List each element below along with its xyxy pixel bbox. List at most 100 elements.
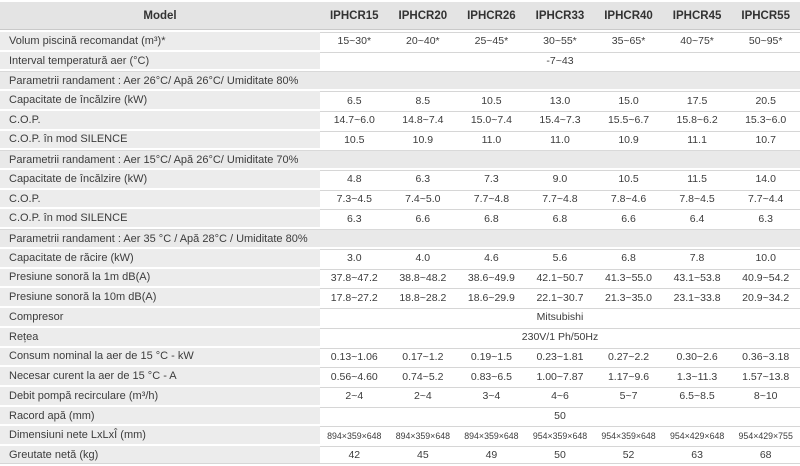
cell-value: 18.6~29.9 (457, 288, 526, 307)
cell-value: 1.3~11.3 (662, 367, 732, 385)
cell-value: 6.8 (457, 209, 526, 228)
row-label: Rețea (0, 327, 320, 346)
cell-value: 6.5~8.5 (662, 386, 732, 405)
row-label: Presiune sonoră la 10m dB(A) (0, 288, 320, 307)
cell-value: 50~95* (731, 32, 800, 50)
cell-value: 0.36~3.18 (731, 347, 800, 366)
cell-value: 4.6 (457, 248, 526, 267)
table-row: Presiune sonoră la 10m dB(A) 17.8~27.2 18.… (0, 288, 800, 307)
cell-value: 17.5 (662, 91, 732, 109)
cell-value: 15.0 (594, 91, 663, 109)
cell-value: 49 (457, 446, 526, 464)
cell-value: 15.0~7.4 (457, 110, 526, 129)
row-label: Greutate netă (kg) (0, 446, 320, 464)
cell-value: 23.1~33.8 (662, 288, 732, 307)
cell-value: 38.8~48.2 (388, 268, 458, 287)
cell-value: 0.74~5.2 (388, 367, 458, 385)
cell-value: 0.83~6.5 (457, 367, 526, 385)
cell-value: 894×359×648 (320, 426, 389, 445)
cell-value: 15.5~6.7 (594, 110, 663, 129)
table-row: Necesar curent la aer de 15 °C - A 0.56~4… (0, 367, 800, 385)
cell-value: 63 (662, 446, 732, 464)
cell-value: 42 (320, 446, 389, 464)
spec-table-body: Volum piscină recomandat (m³)* 15~30* 20~4… (0, 32, 800, 464)
cell-value: 3.0 (320, 248, 389, 267)
column-header-iphcr20: IPHCR20 (388, 2, 458, 30)
cell-value: 45 (388, 446, 458, 464)
cell-value: 4~6 (525, 386, 595, 405)
column-header-iphcr26: IPHCR26 (457, 2, 526, 30)
span-value: 230V/1 Ph/50Hz (320, 327, 800, 346)
cell-value: 8~10 (731, 386, 800, 405)
cell-value: 10.9 (388, 130, 458, 149)
table-row: Capacitate de încălzire (kW) 6.5 8.5 10.5 13… (0, 91, 800, 109)
cell-value: 6.3 (320, 209, 389, 228)
section-header: Parametrii randament : Aer 26°C/ Apă 26°… (0, 71, 800, 90)
table-row: Racord apă (mm) 50 (0, 406, 800, 425)
cell-value: 10.5 (320, 130, 389, 149)
cell-value: 954×359×648 (525, 426, 595, 445)
cell-value: 1.57~13.8 (731, 367, 800, 385)
table-row: Capacitate de încălzire (kW) 4.8 6.3 7.3 9.0… (0, 170, 800, 188)
cell-value: 18.8~28.2 (388, 288, 458, 307)
model-header: Model (0, 2, 320, 30)
cell-value: 42.1~50.7 (525, 268, 595, 287)
row-label: Capacitate de încălzire (kW) (0, 170, 320, 188)
cell-value: 1.17~9.6 (594, 367, 663, 385)
cell-value: 954×429×648 (662, 426, 732, 445)
cell-value: 15.3~6.0 (731, 110, 800, 129)
cell-value: 10.7 (731, 130, 800, 149)
cell-value: 5~7 (594, 386, 663, 405)
row-label: Racord apă (mm) (0, 406, 320, 425)
cell-value: 14.7~6.0 (320, 110, 389, 129)
cell-value: 954×359×648 (594, 426, 663, 445)
cell-value: 8.5 (388, 91, 458, 109)
table-row: Consum nominal la aer de 15 °C - kW 0.13~… (0, 347, 800, 366)
cell-value: 9.0 (525, 170, 595, 188)
header-row: Model IPHCR15 IPHCR20 IPHCR26 IPHCR33 IP… (0, 2, 800, 30)
cell-value: 5.6 (525, 248, 595, 267)
cell-value: 10.5 (457, 91, 526, 109)
cell-value: 35~65* (594, 32, 663, 50)
cell-value: 894×359×648 (388, 426, 458, 445)
cell-value: 38.6~49.9 (457, 268, 526, 287)
cell-value: 6.3 (731, 209, 800, 228)
cell-value: 11.0 (525, 130, 595, 149)
span-value: 50 (320, 406, 800, 425)
cell-value: 6.6 (388, 209, 458, 228)
cell-value: 50 (525, 446, 595, 464)
row-label: Dimensiuni nete LxLxÎ (mm) (0, 426, 320, 445)
cell-value: 0.23~1.81 (525, 347, 595, 366)
cell-value: 954×429×755 (731, 426, 800, 445)
cell-value: 13.0 (525, 91, 595, 109)
row-label: C.O.P. (0, 189, 320, 208)
cell-value: 20.5 (731, 91, 800, 109)
cell-value: 0.19~1.5 (457, 347, 526, 366)
span-value: -7~43 (320, 51, 800, 70)
row-label: C.O.P. în mod SILENCE (0, 130, 320, 149)
cell-value: 20~40* (388, 32, 458, 50)
cell-value: 7.4~5.0 (388, 189, 458, 208)
section-header: Parametrii randament : Aer 35 °C / Apă 2… (0, 229, 800, 247)
table-row: Interval temperatură aer (°C) -7~43 (0, 51, 800, 70)
table-row: C.O.P. 7.3~4.5 7.4~5.0 7.7~4.8 7.7~4.8 7.8~4.… (0, 189, 800, 208)
cell-value: 0.13~1.06 (320, 347, 389, 366)
table-row: Volum piscină recomandat (m³)* 15~30* 20~4… (0, 32, 800, 50)
cell-value: 7.3 (457, 170, 526, 188)
row-label: Presiune sonoră la 1m dB(A) (0, 268, 320, 287)
table-row: Capacitate de răcire (kW) 3.0 4.0 4.6 5.6 6.8… (0, 248, 800, 267)
cell-value: 37.8~47.2 (320, 268, 389, 287)
cell-value: 11.0 (457, 130, 526, 149)
cell-value: 14.0 (731, 170, 800, 188)
cell-value: 1.00~7.87 (525, 367, 595, 385)
column-header-iphcr45: IPHCR45 (662, 2, 732, 30)
cell-value: 894×359×648 (457, 426, 526, 445)
cell-value: 41.3~55.0 (594, 268, 663, 287)
cell-value: 68 (731, 446, 800, 464)
column-header-iphcr33: IPHCR33 (525, 2, 595, 30)
cell-value: 0.27~2.2 (594, 347, 663, 366)
cell-value: 6.8 (525, 209, 595, 228)
section-row: Parametrii randament : Aer 15°C/ Apă 26°… (0, 150, 800, 169)
cell-value: 40.9~54.2 (731, 268, 800, 287)
cell-value: 11.5 (662, 170, 732, 188)
